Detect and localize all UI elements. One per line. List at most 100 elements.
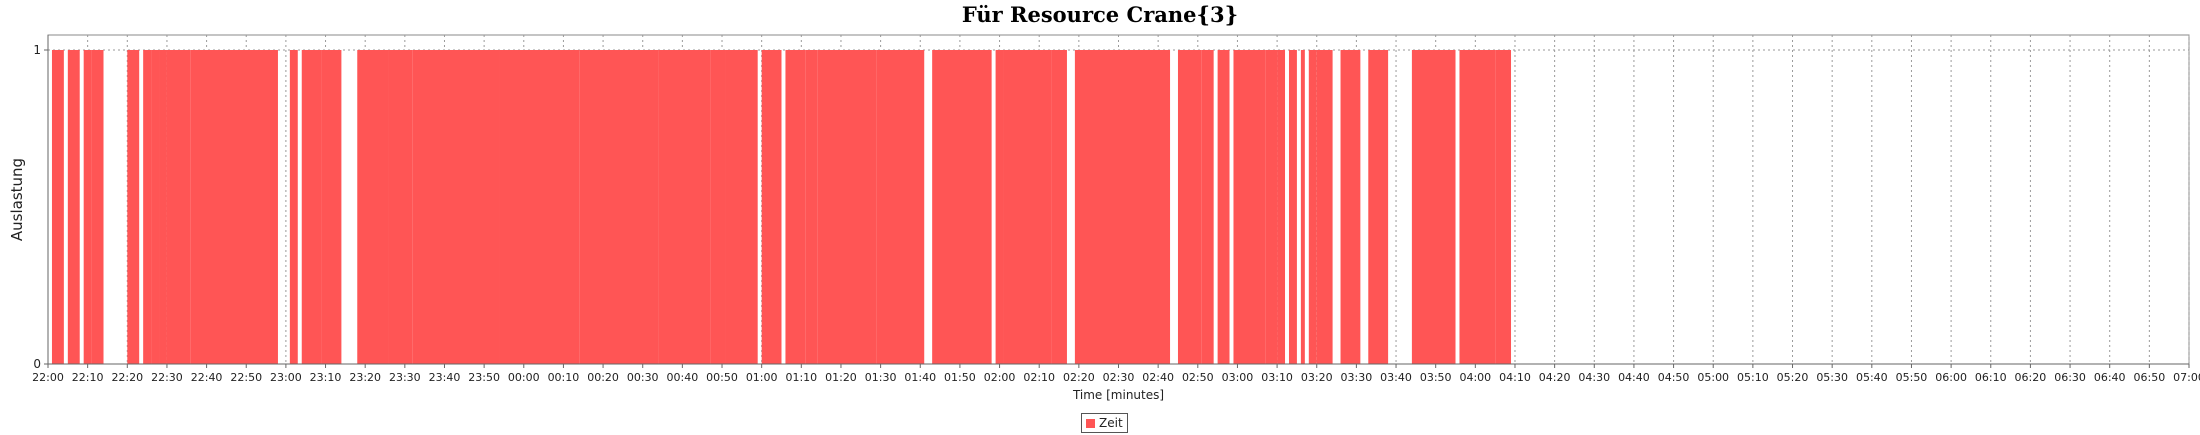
busy-bar — [1074, 50, 1171, 364]
x-tick-label: 05:10 — [1737, 371, 1769, 384]
x-tick-label: 00:00 — [508, 371, 540, 384]
busy-bar — [83, 50, 92, 364]
axes: 0 1 22:00 22:10 22:20 22:30 22:40 22:50 23:00 23:… — [32, 35, 2200, 384]
busy-bar — [1233, 50, 1266, 364]
busy-bar — [817, 50, 877, 364]
busy-bar — [159, 50, 167, 364]
busy-bar — [143, 50, 152, 364]
busy-bar — [876, 50, 925, 364]
busy-bar — [658, 50, 711, 364]
busy-bar — [725, 50, 758, 364]
x-tick-label: 04:40 — [1618, 371, 1650, 384]
busy-bar — [1300, 50, 1305, 364]
x-tick-label: 01:30 — [865, 371, 897, 384]
x-tick-label: 06:20 — [2015, 371, 2047, 384]
x-tick-label: 02:40 — [1142, 371, 1174, 384]
busy-bar — [932, 50, 992, 364]
busy-bar — [785, 50, 806, 364]
x-tick-label: 22:00 — [32, 371, 64, 384]
busy-bar — [91, 50, 104, 364]
busy-bar — [805, 50, 818, 364]
x-tick-label: 03:50 — [1420, 371, 1452, 384]
busy-bar — [1003, 50, 1052, 364]
x-tick-label: 23:50 — [468, 371, 500, 384]
x-tick-label: 01:20 — [825, 371, 857, 384]
x-tick-label: 06:30 — [2054, 371, 2086, 384]
x-tick-label: 05:50 — [1896, 371, 1928, 384]
busy-bar — [357, 50, 389, 364]
busy-bar — [1411, 50, 1456, 364]
busy-bar — [321, 50, 342, 364]
x-tick-label: 04:30 — [1578, 371, 1610, 384]
busy-bar — [1177, 50, 1202, 364]
x-tick-label: 00:30 — [627, 371, 659, 384]
busy-bar — [1217, 50, 1230, 364]
busy-bar — [1201, 50, 1214, 364]
x-tick-label: 23:30 — [389, 371, 421, 384]
busy-bar — [761, 50, 782, 364]
busy-bar — [127, 50, 140, 364]
x-tick-label: 01:50 — [944, 371, 976, 384]
busy-bar — [289, 50, 298, 364]
busy-bar — [995, 50, 1004, 364]
x-tick-label: 03:20 — [1301, 371, 1333, 384]
x-tick-label: 23:20 — [349, 371, 381, 384]
busy-bar — [51, 50, 64, 364]
busy-bar — [499, 50, 580, 364]
x-tick-label: 02:10 — [1023, 371, 1055, 384]
x-tick-label: 00:20 — [587, 371, 619, 384]
busy-bar — [1459, 50, 1496, 364]
x-tick-label: 03:30 — [1341, 371, 1373, 384]
busy-bar — [1051, 50, 1067, 364]
x-tick-label: 22:20 — [111, 371, 143, 384]
busy-bar — [710, 50, 726, 364]
y-axis-label: Auslastung — [8, 158, 26, 241]
x-tick-label: 05:30 — [1816, 371, 1848, 384]
x-tick-label: 05:40 — [1856, 371, 1888, 384]
busy-bar — [1308, 50, 1317, 364]
data-bars — [51, 50, 1512, 364]
x-tick-label: 06:50 — [2134, 371, 2166, 384]
busy-bar — [67, 50, 80, 364]
y-tick-label: 0 — [33, 357, 41, 371]
busy-bar — [1495, 50, 1512, 364]
x-axis-label: Time [minutes] — [1072, 388, 1164, 402]
x-tick-label: 22:50 — [230, 371, 262, 384]
x-tick-label: 02:00 — [984, 371, 1016, 384]
x-tick-label: 06:40 — [2094, 371, 2126, 384]
x-tick-label: 01:10 — [785, 371, 817, 384]
x-tick-label: 01:40 — [904, 371, 936, 384]
legend: Zeit — [1081, 413, 1128, 433]
x-tick-label: 23:10 — [310, 371, 342, 384]
busy-bar — [1316, 50, 1333, 364]
x-tick-label: 05:20 — [1777, 371, 1809, 384]
busy-bar — [301, 50, 322, 364]
busy-bar — [166, 50, 191, 364]
busy-bar — [1368, 50, 1389, 364]
busy-bar — [151, 50, 160, 364]
x-tick-label: 04:50 — [1658, 371, 1690, 384]
x-tick-label: 00:50 — [706, 371, 738, 384]
x-tick-label: 23:40 — [429, 371, 461, 384]
x-tick-label: 02:50 — [1182, 371, 1214, 384]
busy-bar — [190, 50, 278, 364]
x-tick-label: 02:20 — [1063, 371, 1095, 384]
x-tick-label: 04:20 — [1539, 371, 1571, 384]
busy-bar — [579, 50, 659, 364]
busy-bar — [388, 50, 413, 364]
busy-bar — [1288, 50, 1297, 364]
x-tick-label: 03:00 — [1222, 371, 1254, 384]
x-tick-label: 22:40 — [191, 371, 223, 384]
x-tick-label: 06:00 — [1935, 371, 1967, 384]
busy-bar — [1265, 50, 1278, 364]
x-tick-label: 04:00 — [1459, 371, 1491, 384]
x-tick-label: 05:00 — [1697, 371, 1729, 384]
x-tick-label: 04:10 — [1499, 371, 1531, 384]
x-tick-label: 07:00 — [2173, 371, 2200, 384]
busy-bar — [1340, 50, 1361, 364]
x-tick-label: 03:40 — [1380, 371, 1412, 384]
y-tick-label: 1 — [33, 43, 41, 57]
chart-title: Für Resource Crane{3} — [961, 2, 1239, 27]
busy-bar — [1277, 50, 1286, 364]
